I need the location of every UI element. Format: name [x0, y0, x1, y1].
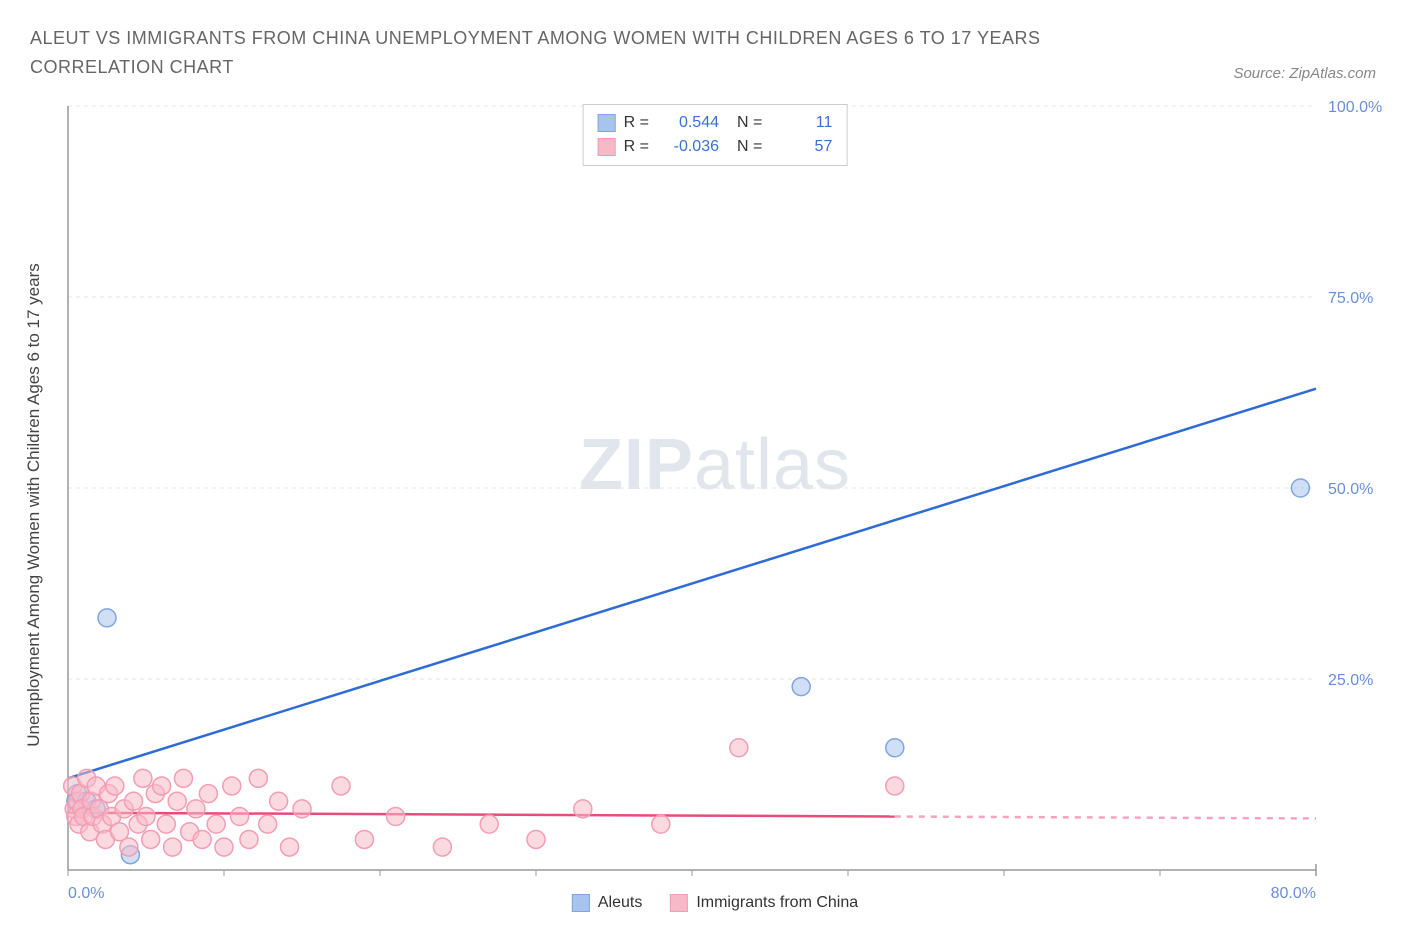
legend-row: R = -0.036 N = 57 — [598, 135, 833, 159]
series-legend: Aleuts Immigrants from China — [572, 894, 858, 912]
legend-r-label: R = — [624, 111, 649, 135]
legend-r-label: R = — [624, 135, 649, 159]
svg-text:0.0%: 0.0% — [68, 885, 104, 902]
legend-n-label: N = — [737, 111, 762, 135]
legend-n-value: 11 — [776, 111, 832, 135]
scatter-plot: 25.0% 50.0% 75.0% 100.0% 0.0% 80.0% — [44, 100, 1386, 910]
series-legend-label: Immigrants from China — [696, 894, 858, 912]
series-legend-item: Immigrants from China — [670, 894, 858, 912]
chart-area: Unemployment Among Women with Children A… — [44, 100, 1386, 910]
svg-text:100.0%: 100.0% — [1328, 100, 1382, 116]
legend-swatch — [670, 894, 688, 912]
chart-source: Source: ZipAtlas.com — [1233, 65, 1376, 82]
chart-title: ALEUT VS IMMIGRANTS FROM CHINA UNEMPLOYM… — [30, 24, 1130, 82]
y-axis-label: Unemployment Among Women with Children A… — [24, 263, 44, 747]
legend-r-value: 0.544 — [663, 111, 719, 135]
series-legend-item: Aleuts — [572, 894, 642, 912]
series-legend-label: Aleuts — [598, 894, 642, 912]
svg-text:50.0%: 50.0% — [1328, 481, 1373, 498]
legend-row: R = 0.544 N = 11 — [598, 111, 833, 135]
legend-swatch — [598, 138, 616, 156]
correlation-legend: R = 0.544 N = 11 R = -0.036 N = 57 — [583, 104, 848, 166]
svg-text:80.0%: 80.0% — [1271, 885, 1316, 902]
header-row: ALEUT VS IMMIGRANTS FROM CHINA UNEMPLOYM… — [0, 0, 1406, 82]
svg-text:75.0%: 75.0% — [1328, 290, 1373, 307]
svg-text:25.0%: 25.0% — [1328, 672, 1373, 689]
legend-n-value: 57 — [776, 135, 832, 159]
legend-n-label: N = — [737, 135, 762, 159]
legend-swatch — [572, 894, 590, 912]
legend-r-value: -0.036 — [663, 135, 719, 159]
legend-swatch — [598, 114, 616, 132]
